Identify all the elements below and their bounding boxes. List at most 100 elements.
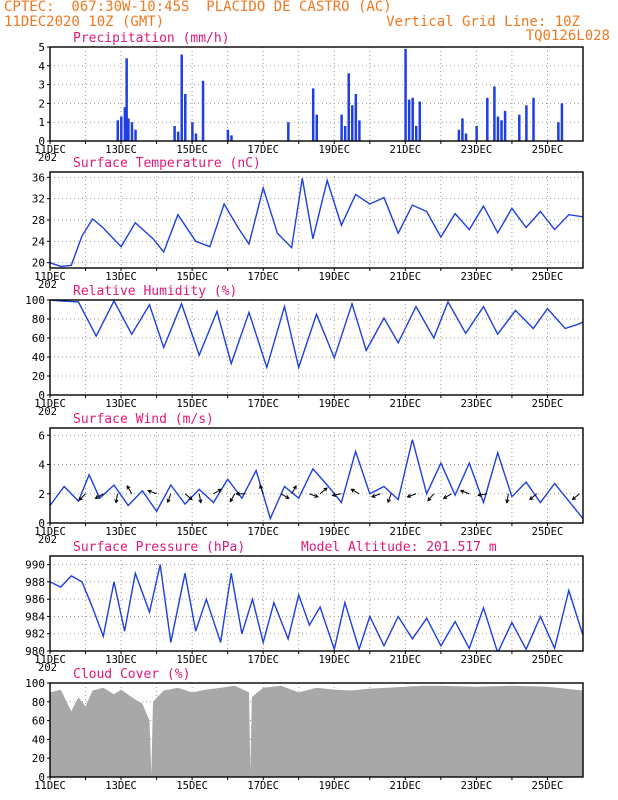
precipitation-bar bbox=[518, 114, 521, 141]
x-tick-label: 21DEC bbox=[390, 144, 422, 156]
humidity-title: Relative Humidity (%) bbox=[73, 284, 237, 299]
x-tick-label: 13DEC bbox=[105, 144, 137, 156]
x-tick-label: 17DEC bbox=[247, 654, 279, 666]
x-tick-label: 15DEC bbox=[176, 144, 208, 156]
wind-arrow-head bbox=[114, 499, 119, 504]
wind-arrow bbox=[529, 493, 538, 500]
y-tick-label: 6 bbox=[38, 429, 45, 442]
wind-arrow-head bbox=[387, 498, 392, 504]
x-year-fragment: 202 bbox=[38, 534, 57, 546]
pressure-frame bbox=[49, 555, 584, 652]
x-tick-label: 13DEC bbox=[105, 271, 137, 283]
precipitation-bar bbox=[411, 97, 414, 141]
precipitation-bar bbox=[184, 94, 187, 141]
x-tick-label: 21DEC bbox=[390, 271, 422, 283]
wind-arrow bbox=[167, 493, 172, 503]
x-tick-label: 25DEC bbox=[532, 271, 564, 283]
humidity-frame bbox=[49, 299, 584, 396]
wind-arrow-head bbox=[126, 485, 131, 490]
precipitation-bar bbox=[486, 97, 489, 141]
precipitation-bar bbox=[525, 105, 528, 141]
x-tick-label: 17DEC bbox=[247, 780, 279, 792]
x-tick-label: 17DEC bbox=[247, 398, 279, 410]
y-tick-label: 986 bbox=[25, 593, 45, 606]
precipitation-bar bbox=[354, 94, 358, 141]
x-tick-label: 23DEC bbox=[461, 144, 493, 156]
wind-arrow bbox=[95, 493, 104, 499]
x-year-fragment: 202 bbox=[38, 406, 57, 418]
y-tick-label: 80 bbox=[32, 696, 45, 709]
wind-arrow-head bbox=[235, 491, 240, 496]
wind-arrow-head bbox=[285, 495, 290, 499]
y-tick-label: 1 bbox=[38, 116, 45, 129]
precipitation-bar bbox=[134, 129, 137, 141]
precipitation-bar bbox=[226, 129, 230, 141]
y-tick-label: 80 bbox=[32, 313, 45, 326]
x-tick-label: 25DEC bbox=[532, 398, 564, 410]
y-tick-label: 2 bbox=[38, 488, 45, 501]
temperature-title: Surface Temperature (nC) bbox=[73, 156, 261, 171]
precipitation-bar bbox=[287, 122, 290, 141]
temperature-line bbox=[50, 177, 583, 268]
y-tick-label: 980 bbox=[25, 645, 45, 658]
wind-arrow-head bbox=[505, 499, 510, 504]
y-tick-label: 20 bbox=[32, 257, 45, 270]
precipitation-bar bbox=[503, 110, 507, 141]
precipitation-bar bbox=[475, 125, 478, 141]
precipitation-bar bbox=[127, 118, 130, 141]
y-tick-label: 990 bbox=[25, 559, 45, 572]
x-tick-label: 13DEC bbox=[105, 398, 137, 410]
pressure-panel: 980 982 984 986 988 990 11DEC 13DEC 15DEC 17DEC 19… bbox=[25, 540, 584, 674]
precipitation-bar bbox=[347, 73, 350, 141]
wind-arrow-head bbox=[188, 496, 193, 501]
wind-arrow-head bbox=[147, 489, 152, 494]
x-tick-label: 17DEC bbox=[247, 144, 279, 156]
wind-arrow-head bbox=[292, 485, 297, 490]
wind-arrow-head bbox=[371, 493, 376, 498]
wind-panel: 0 2 4 6 11DEC 13DEC 15DEC 17DEC 19DEC 21DEC 23DEC 2… bbox=[34, 412, 584, 546]
x-tick-label: 23DEC bbox=[461, 654, 493, 666]
wind-arrow bbox=[319, 487, 328, 495]
wind-arrow bbox=[78, 493, 86, 501]
precipitation-bar bbox=[201, 80, 205, 141]
precipitation-bar bbox=[414, 125, 418, 141]
x-tick-label: 25DEC bbox=[532, 526, 564, 538]
wind-arrow-head bbox=[78, 496, 83, 501]
y-tick-label: 0 bbox=[38, 517, 45, 530]
x-tick-label: 13DEC bbox=[105, 526, 137, 538]
y-tick-label: 100 bbox=[25, 294, 45, 307]
x-tick-label: 11DEC bbox=[34, 526, 66, 538]
x-tick-label: 19DEC bbox=[318, 398, 350, 410]
x-tick-label: 21DEC bbox=[390, 780, 422, 792]
y-tick-label: 984 bbox=[25, 610, 45, 623]
wind-arrow bbox=[443, 493, 452, 499]
wind-arrow bbox=[198, 493, 202, 503]
x-year-fragment: 202 bbox=[38, 152, 57, 164]
y-tick-label: 40 bbox=[32, 733, 45, 746]
precipitation-bar bbox=[230, 135, 233, 141]
y-tick-label: 60 bbox=[32, 332, 45, 345]
temperature-frame bbox=[49, 171, 584, 269]
header-run-date: 11DEC2020 10Z (GMT) bbox=[4, 14, 165, 30]
x-tick-label: 15DEC bbox=[176, 780, 208, 792]
precipitation-bar bbox=[173, 125, 176, 141]
y-tick-label: 0 bbox=[38, 135, 45, 148]
precipitation-bar bbox=[358, 120, 361, 141]
wind-arrow bbox=[387, 493, 392, 503]
precipitation-bar bbox=[560, 103, 564, 141]
precipitation-title: Precipitation (mm/h) bbox=[73, 31, 230, 46]
x-tick-label: 17DEC bbox=[247, 526, 279, 538]
wind-arrow bbox=[147, 490, 157, 495]
wind-arrow-head bbox=[442, 495, 448, 499]
wind-arrow bbox=[229, 493, 236, 502]
x-tick-label: 19DEC bbox=[318, 780, 350, 792]
humidity-line bbox=[50, 300, 583, 370]
x-tick-label: 23DEC bbox=[461, 526, 493, 538]
precipitation-bar bbox=[191, 122, 194, 141]
x-tick-label: 17DEC bbox=[247, 271, 279, 283]
y-tick-label: 36 bbox=[32, 171, 45, 184]
y-tick-label: 20 bbox=[32, 752, 45, 765]
wind-title: Surface Wind (m/s) bbox=[73, 412, 214, 427]
x-tick-label: 25DEC bbox=[532, 144, 564, 156]
wind-arrow bbox=[460, 490, 470, 495]
